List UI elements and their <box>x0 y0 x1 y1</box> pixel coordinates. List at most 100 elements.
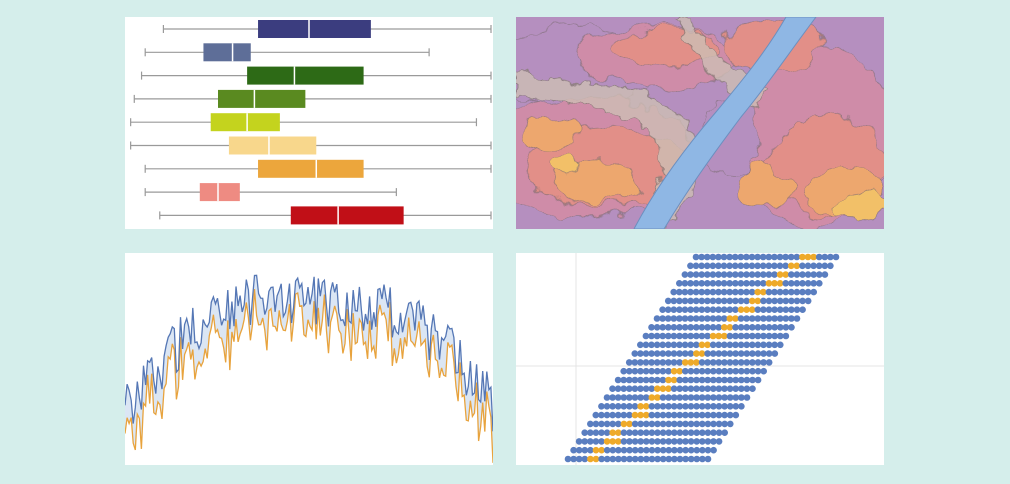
dot <box>665 324 672 331</box>
dot <box>760 332 767 340</box>
dot-highlight <box>748 297 756 305</box>
dot <box>710 411 717 419</box>
dot <box>743 350 751 357</box>
dot <box>704 385 711 392</box>
dot <box>715 341 722 349</box>
dot <box>749 367 756 375</box>
dot-highlight <box>776 280 784 287</box>
dot <box>682 367 689 375</box>
terrain-patch <box>835 192 884 222</box>
dot <box>721 350 728 357</box>
dot <box>793 288 801 296</box>
dot <box>788 297 795 305</box>
dot <box>726 271 733 278</box>
dot <box>681 297 689 305</box>
dot <box>799 297 806 305</box>
dot <box>715 288 722 296</box>
dot <box>743 288 750 296</box>
dot <box>793 297 801 305</box>
dot <box>777 324 784 331</box>
box-iqr <box>203 43 251 62</box>
dot <box>699 446 706 454</box>
box-iqr <box>210 113 280 132</box>
dot <box>726 306 734 313</box>
dot <box>737 332 745 340</box>
dot <box>698 262 705 270</box>
dot <box>620 438 628 445</box>
dot <box>832 253 840 261</box>
dot <box>676 280 683 287</box>
dot <box>754 341 762 349</box>
dot <box>765 315 773 322</box>
box-iqr <box>218 89 306 108</box>
dot-highlight <box>598 446 605 454</box>
dot-highlight <box>804 253 812 261</box>
dot <box>715 376 723 384</box>
dot <box>715 315 722 322</box>
dot-highlight <box>587 455 594 463</box>
dot <box>654 420 661 428</box>
box-series <box>140 66 492 85</box>
dot <box>693 411 700 419</box>
dot <box>771 315 778 322</box>
dot-highlight <box>603 438 611 445</box>
dot <box>626 394 633 401</box>
dot <box>793 253 801 261</box>
dot <box>709 297 717 305</box>
dot-highlight <box>676 367 683 375</box>
dot <box>754 350 762 357</box>
dot <box>603 394 611 401</box>
dot <box>709 359 717 366</box>
dot-highlight <box>626 420 633 428</box>
dot <box>682 429 689 436</box>
dot <box>771 253 778 261</box>
dot <box>654 455 661 463</box>
dot <box>782 280 789 287</box>
dot <box>698 332 706 340</box>
dot <box>737 359 745 366</box>
dot <box>648 359 655 366</box>
dot <box>648 385 655 392</box>
dot <box>816 280 823 287</box>
dot <box>692 306 700 313</box>
dot-highlight <box>615 438 622 445</box>
terrain-patch <box>735 166 797 208</box>
dot <box>687 446 695 454</box>
box-iqr <box>290 206 404 225</box>
dot <box>709 253 717 261</box>
dot <box>615 455 622 463</box>
dot <box>682 411 689 419</box>
dot <box>721 367 728 375</box>
dot <box>732 332 739 340</box>
dot-highlight <box>715 332 722 340</box>
dot <box>732 350 739 357</box>
dot <box>687 411 695 419</box>
dot <box>659 438 667 445</box>
dot <box>715 324 722 331</box>
dot <box>737 315 745 322</box>
dot <box>754 376 762 384</box>
dot <box>659 429 667 436</box>
dot <box>715 271 722 278</box>
dot <box>715 350 723 357</box>
dot <box>703 262 711 270</box>
dot <box>603 403 611 410</box>
dot <box>737 341 745 349</box>
dot <box>648 446 656 454</box>
dot <box>592 429 600 436</box>
dot <box>687 350 695 357</box>
dot <box>693 455 701 463</box>
dot <box>687 376 695 384</box>
dot <box>760 359 767 366</box>
terrain-patch <box>549 156 583 178</box>
dot <box>765 359 773 366</box>
dot <box>681 332 689 340</box>
dot <box>693 324 700 331</box>
dot <box>743 385 751 392</box>
dot <box>698 394 706 401</box>
dot-highlight <box>620 420 628 428</box>
dot <box>665 411 672 419</box>
dot-highlight <box>743 306 750 313</box>
dot <box>720 297 728 305</box>
dot <box>799 280 806 287</box>
